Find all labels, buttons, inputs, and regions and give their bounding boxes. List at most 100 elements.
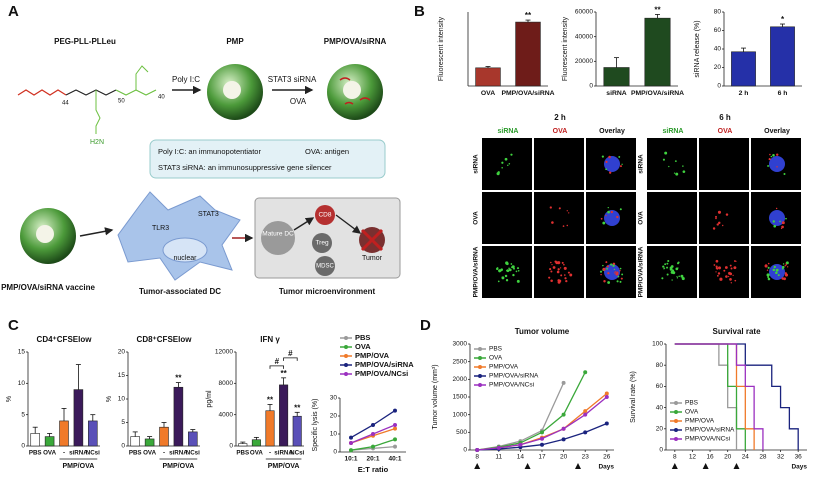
bar [144, 438, 155, 447]
channel-label: siRNA [662, 128, 683, 135]
x-tick-label: siRNA [69, 450, 88, 457]
x-tick-label: 14 [517, 454, 525, 461]
signal [497, 280, 500, 283]
y-axis-label: siRNA release (%) [694, 20, 701, 77]
signal [777, 274, 780, 277]
nucleus [162, 237, 208, 263]
x-tick-label: NCsi [86, 450, 100, 457]
signal [716, 223, 719, 226]
signal [719, 277, 723, 281]
signal [716, 268, 719, 270]
y-tick-label: 1500 [453, 394, 468, 401]
signal [510, 263, 513, 265]
signal [773, 224, 777, 228]
point [371, 432, 375, 436]
y-axis-label: Fluorescent intensity [562, 16, 569, 81]
signal [674, 160, 677, 163]
legend-label: PBS [685, 400, 699, 407]
y-tick-label: 40 [656, 404, 664, 411]
signal [510, 153, 513, 156]
y-tick-label: 60 [656, 383, 664, 390]
y-tick-label: 15 [18, 349, 26, 356]
micrograph [534, 192, 584, 244]
signal [717, 210, 722, 214]
signal [505, 279, 509, 282]
signal [724, 266, 728, 269]
x-tick-label: PBS [129, 450, 142, 457]
signal [501, 167, 503, 169]
signal [606, 267, 608, 270]
point [540, 436, 544, 441]
signal [780, 227, 783, 230]
point [496, 445, 501, 450]
signal [504, 274, 508, 278]
side-chain [95, 90, 101, 134]
x-tick-label: 8 [673, 454, 677, 461]
signal [764, 264, 768, 268]
label: PMP/OVA/siRNA vaccine [1, 283, 95, 292]
signal [663, 267, 666, 269]
note: STAT3 siRNA: an immunosuppressive gene s… [158, 163, 332, 172]
signal [515, 270, 518, 273]
bar [251, 439, 261, 447]
point [583, 370, 588, 375]
row-label: siRNA [638, 154, 645, 174]
x-tick-label: 17 [538, 454, 546, 461]
legend-marker [674, 410, 678, 414]
y-axis-label: Specific lysis (%) [312, 399, 319, 452]
signal [602, 264, 604, 267]
point [349, 435, 353, 440]
y-tick-label: 40000 [575, 33, 593, 40]
signal [508, 267, 510, 270]
significance: ** [175, 374, 182, 383]
signal [558, 207, 561, 210]
signal [667, 259, 670, 263]
x-tick-label: 26 [603, 454, 611, 461]
y-tick-label: 0 [463, 447, 467, 454]
signal [616, 271, 619, 274]
signal [779, 220, 781, 223]
signal [566, 224, 569, 227]
y-tick-label: 20 [118, 349, 126, 356]
signal [730, 267, 733, 270]
point [349, 448, 353, 453]
nucleus-stain [769, 156, 785, 172]
signal [606, 265, 609, 268]
point [393, 423, 397, 427]
x-tick-label: siRNA [274, 450, 293, 457]
signal [671, 279, 673, 281]
label: Poly I:C [172, 75, 200, 84]
channel-label: OVA [718, 128, 733, 135]
signal [551, 264, 553, 266]
row-label: OVA [638, 211, 645, 225]
x-tick-label: 10:1 [344, 456, 357, 463]
legend-label: PMP/OVA/siRNA [355, 360, 414, 369]
point [393, 408, 397, 413]
signal [786, 266, 789, 268]
signal [767, 277, 771, 281]
nucleus-stain [604, 210, 620, 226]
x-tick-label: - [63, 450, 65, 457]
y-tick-label: 5 [121, 419, 125, 426]
x-tick-label: PMP/OVA/siRNA [501, 90, 554, 97]
signal [607, 206, 609, 209]
point [393, 437, 397, 442]
signal [550, 270, 553, 273]
y-tick-label: 0 [717, 83, 721, 90]
signal [496, 172, 500, 176]
signal [718, 221, 721, 225]
y-tick-label: 12000 [215, 349, 233, 356]
dendritic-cell [117, 191, 241, 281]
x-tick-label: PBS [236, 450, 249, 457]
signal [716, 274, 719, 277]
signal [677, 261, 680, 264]
core [343, 81, 361, 99]
injection-marker [671, 463, 678, 469]
bar [88, 420, 98, 447]
channel-label: Overlay [764, 128, 790, 135]
signal [781, 225, 784, 229]
point [561, 380, 566, 385]
signal [712, 227, 716, 230]
signal [508, 162, 511, 165]
signal [554, 260, 557, 263]
